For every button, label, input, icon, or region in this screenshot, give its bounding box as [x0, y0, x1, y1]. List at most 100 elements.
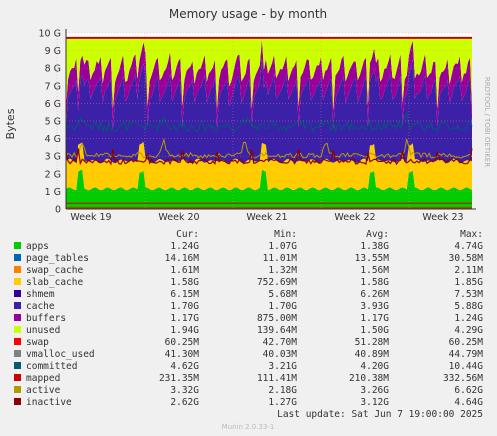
legend-swatch-committed [14, 362, 21, 369]
legend-avg-cache: 3.93G [360, 301, 389, 312]
legend-min-page_tables: 11.01M [263, 253, 298, 264]
legend-min-cache: 1.70G [268, 301, 297, 312]
legend-header-cur: Cur: [176, 229, 199, 240]
legend-name-unused: unused [26, 325, 60, 336]
legend-min-active: 2.18G [268, 385, 297, 396]
legend-avg-mapped: 210.38M [349, 373, 389, 384]
area-apps [66, 169, 472, 209]
legend-name-active: active [26, 385, 61, 396]
legend-header-avg: Avg: [366, 229, 389, 240]
legend-swatch-apps [14, 242, 21, 249]
legend-name-shmem: shmem [26, 289, 55, 300]
chart-title: Memory usage - by month [169, 7, 327, 21]
legend-max-page_tables: 30.58M [449, 253, 484, 264]
legend-swatch-buffers [14, 314, 21, 321]
legend-avg-apps: 1.38G [360, 241, 389, 252]
legend-swatch-shmem [14, 290, 21, 297]
legend-swatch-swap_cache [14, 266, 21, 273]
legend-name-committed: committed [26, 361, 77, 372]
legend-name-inactive: inactive [26, 397, 72, 408]
y-ticks: 0 1 G 2 G 3 G 4 G 5 G 6 G 7 G 8 G 9 G 10 G [39, 29, 61, 216]
legend-min-buffers: 875.00M [257, 313, 297, 324]
y-tick-label: 6 G [45, 99, 61, 110]
legend: Cur: Min: Avg: Max: apps 1.24G 1.07G 1.38G 4… [14, 229, 483, 408]
y-tick-label: 1 G [45, 187, 61, 198]
legend-avg-buffers: 1.17G [360, 313, 389, 324]
legend-cur-unused: 1.94G [170, 325, 199, 336]
legend-swatch-swap [14, 338, 21, 345]
legend-swatch-unused [14, 326, 21, 333]
legend-min-slab_cache: 752.69M [257, 277, 297, 288]
legend-name-swap: swap [26, 337, 49, 348]
legend-avg-unused: 1.50G [360, 325, 389, 336]
legend-name-mapped: mapped [26, 373, 60, 384]
legend-min-committed: 3.21G [268, 361, 297, 372]
legend-name-cache: cache [26, 301, 55, 312]
legend-min-swap: 42.70M [263, 337, 298, 348]
legend-cur-active: 3.32G [170, 385, 199, 396]
legend-name-buffers: buffers [26, 313, 66, 324]
legend-max-swap: 60.25M [449, 337, 484, 348]
legend-max-active: 6.62G [454, 385, 483, 396]
y-tick-label: 2 G [45, 169, 61, 180]
legend-name-slab_cache: slab_cache [26, 277, 83, 288]
grid [56, 29, 476, 210]
legend-min-mapped: 111.41M [257, 373, 297, 384]
legend-max-apps: 4.74G [454, 241, 483, 252]
legend-name-apps: apps [26, 241, 49, 252]
legend-cur-cache: 1.70G [170, 301, 199, 312]
legend-cur-slab_cache: 1.58G [170, 277, 199, 288]
legend-name-swap_cache: swap_cache [26, 265, 83, 276]
overlay-lines [65, 36, 473, 209]
legend-swatch-slab_cache [14, 278, 21, 285]
legend-name-vmalloc_used: vmalloc_used [26, 349, 95, 360]
footer-version: Munin 2.0.33-1 [222, 423, 275, 431]
y-tick-label: 8 G [45, 64, 61, 75]
legend-header-max: Max: [460, 229, 483, 240]
legend-avg-swap_cache: 1.56M [360, 265, 389, 276]
legend-cur-inactive: 2.62G [170, 397, 199, 408]
legend-max-buffers: 1.24G [454, 313, 483, 324]
legend-avg-swap: 51.28M [355, 337, 390, 348]
y-tick-label: 7 G [45, 81, 61, 92]
legend-swatch-mapped [14, 374, 21, 381]
area-buffers [66, 39, 472, 130]
x-tick-label: Week 23 [422, 212, 463, 223]
legend-min-apps: 1.07G [268, 241, 297, 252]
line-active [65, 137, 473, 159]
legend-avg-active: 3.26G [360, 385, 389, 396]
area-cache [66, 58, 472, 164]
y-tick-label: 0 [55, 205, 61, 216]
legend-swatch-cache [14, 302, 21, 309]
legend-avg-vmalloc_used: 40.89M [355, 349, 390, 360]
x-tick-label: Week 22 [334, 212, 375, 223]
legend-max-committed: 10.44G [449, 361, 484, 372]
x-tick-label: Week 19 [70, 212, 111, 223]
y-tick-label: 9 G [45, 46, 61, 57]
stacked-areas [66, 38, 472, 209]
legend-max-mapped: 332.56M [443, 373, 483, 384]
legend-cur-mapped: 231.35M [159, 373, 199, 384]
y-tick-label: 5 G [45, 117, 61, 128]
area-unused [66, 38, 472, 111]
legend-max-shmem: 7.53M [454, 289, 483, 300]
legend-avg-committed: 4.20G [360, 361, 389, 372]
legend-cur-swap: 60.25M [165, 337, 200, 348]
legend-avg-shmem: 6.26M [360, 289, 389, 300]
line-inactive [65, 148, 473, 166]
legend-cur-committed: 4.62G [170, 361, 199, 372]
legend-min-vmalloc_used: 40.03M [263, 349, 298, 360]
legend-swatch-page_tables [14, 254, 21, 261]
legend-cur-page_tables: 14.16M [165, 253, 200, 264]
legend-swatch-active [14, 386, 21, 393]
y-tick-label: 4 G [45, 134, 61, 145]
legend-name-page_tables: page_tables [26, 253, 89, 264]
legend-avg-slab_cache: 1.58G [360, 277, 389, 288]
x-ticks: Week 19 Week 20 Week 21 Week 22 Week 23 [70, 212, 463, 223]
x-tick-label: Week 20 [158, 212, 199, 223]
legend-min-inactive: 1.27G [268, 397, 297, 408]
legend-max-swap_cache: 2.11M [454, 265, 483, 276]
legend-max-cache: 5.88G [454, 301, 483, 312]
legend-cur-swap_cache: 1.61M [170, 265, 199, 276]
